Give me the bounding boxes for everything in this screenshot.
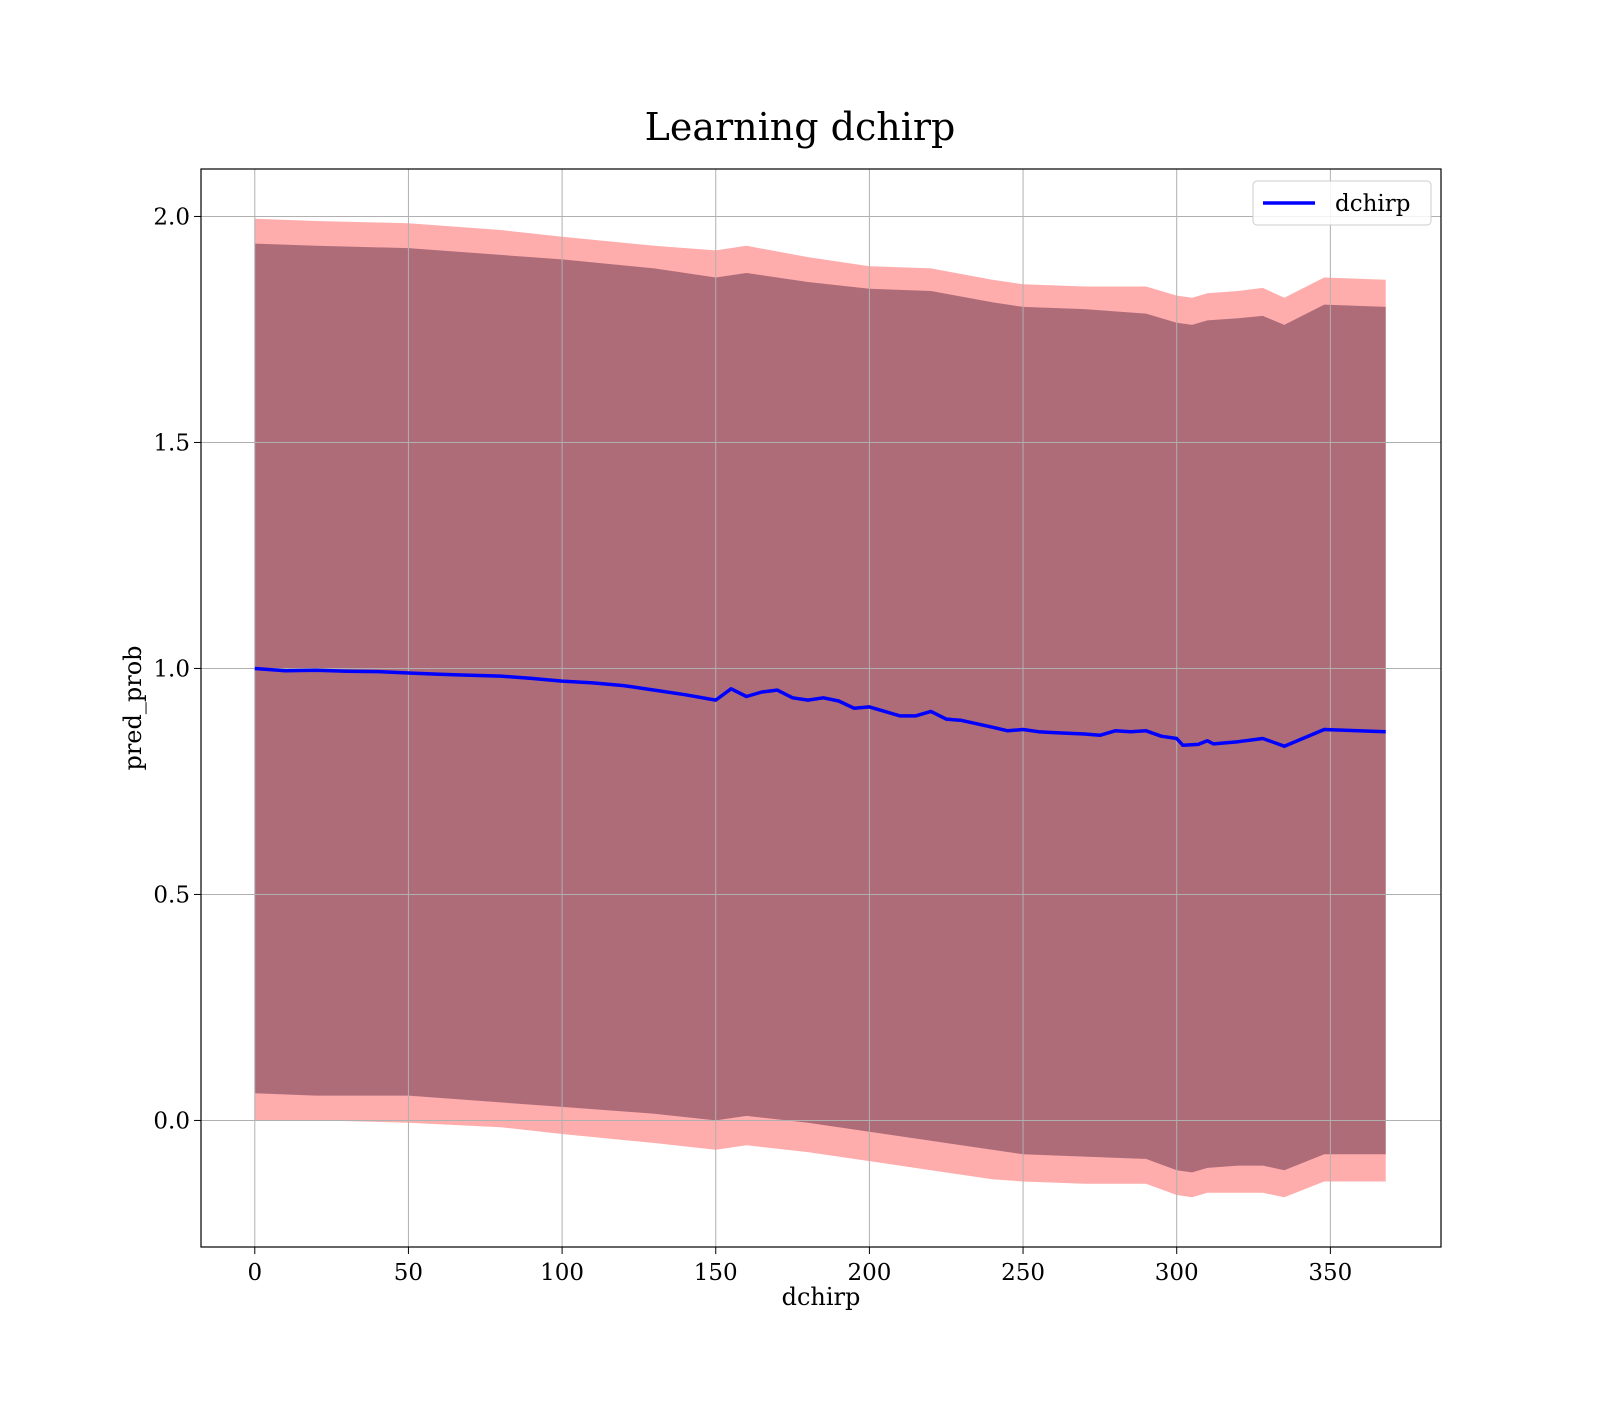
y-tick-label: 1.5	[153, 430, 190, 456]
confidence-band-2	[254, 243, 1386, 1173]
x-tick-label: 150	[694, 1260, 738, 1286]
y-tick-label: 0.0	[153, 1108, 190, 1134]
legend: dchirp	[1252, 180, 1432, 226]
series-line-dchirp	[254, 666, 1386, 748]
legend-label: dchirp	[1335, 191, 1411, 217]
x-tick-label: 200	[847, 1260, 891, 1286]
chart-title: Learning dchirp	[645, 105, 956, 149]
x-tick-label: 300	[1155, 1260, 1199, 1286]
x-tick-label: 0	[247, 1260, 262, 1286]
plot-frame	[200, 168, 1442, 1248]
y-tick-label: 2.0	[153, 204, 190, 230]
legend-box	[1252, 180, 1432, 226]
y-axis-label: pred_prob	[119, 645, 147, 770]
y-tick-label: 0.5	[153, 882, 190, 908]
series-lines	[254, 666, 1386, 748]
x-axis-label: dchirp	[782, 1283, 861, 1311]
x-tick-label: 50	[394, 1260, 423, 1286]
x-tick-label: 100	[540, 1260, 584, 1286]
grid-lines	[201, 169, 1441, 1247]
y-tick-label: 1.0	[153, 656, 190, 682]
x-tick-label: 250	[1001, 1260, 1045, 1286]
x-tick-label: 350	[1308, 1260, 1352, 1286]
axis-ticks: 0 50 100 150 200 250 300 350 0.0 0.5 1.0 1.5 2.0	[153, 204, 1352, 1286]
confidence-bands	[254, 218, 1386, 1198]
